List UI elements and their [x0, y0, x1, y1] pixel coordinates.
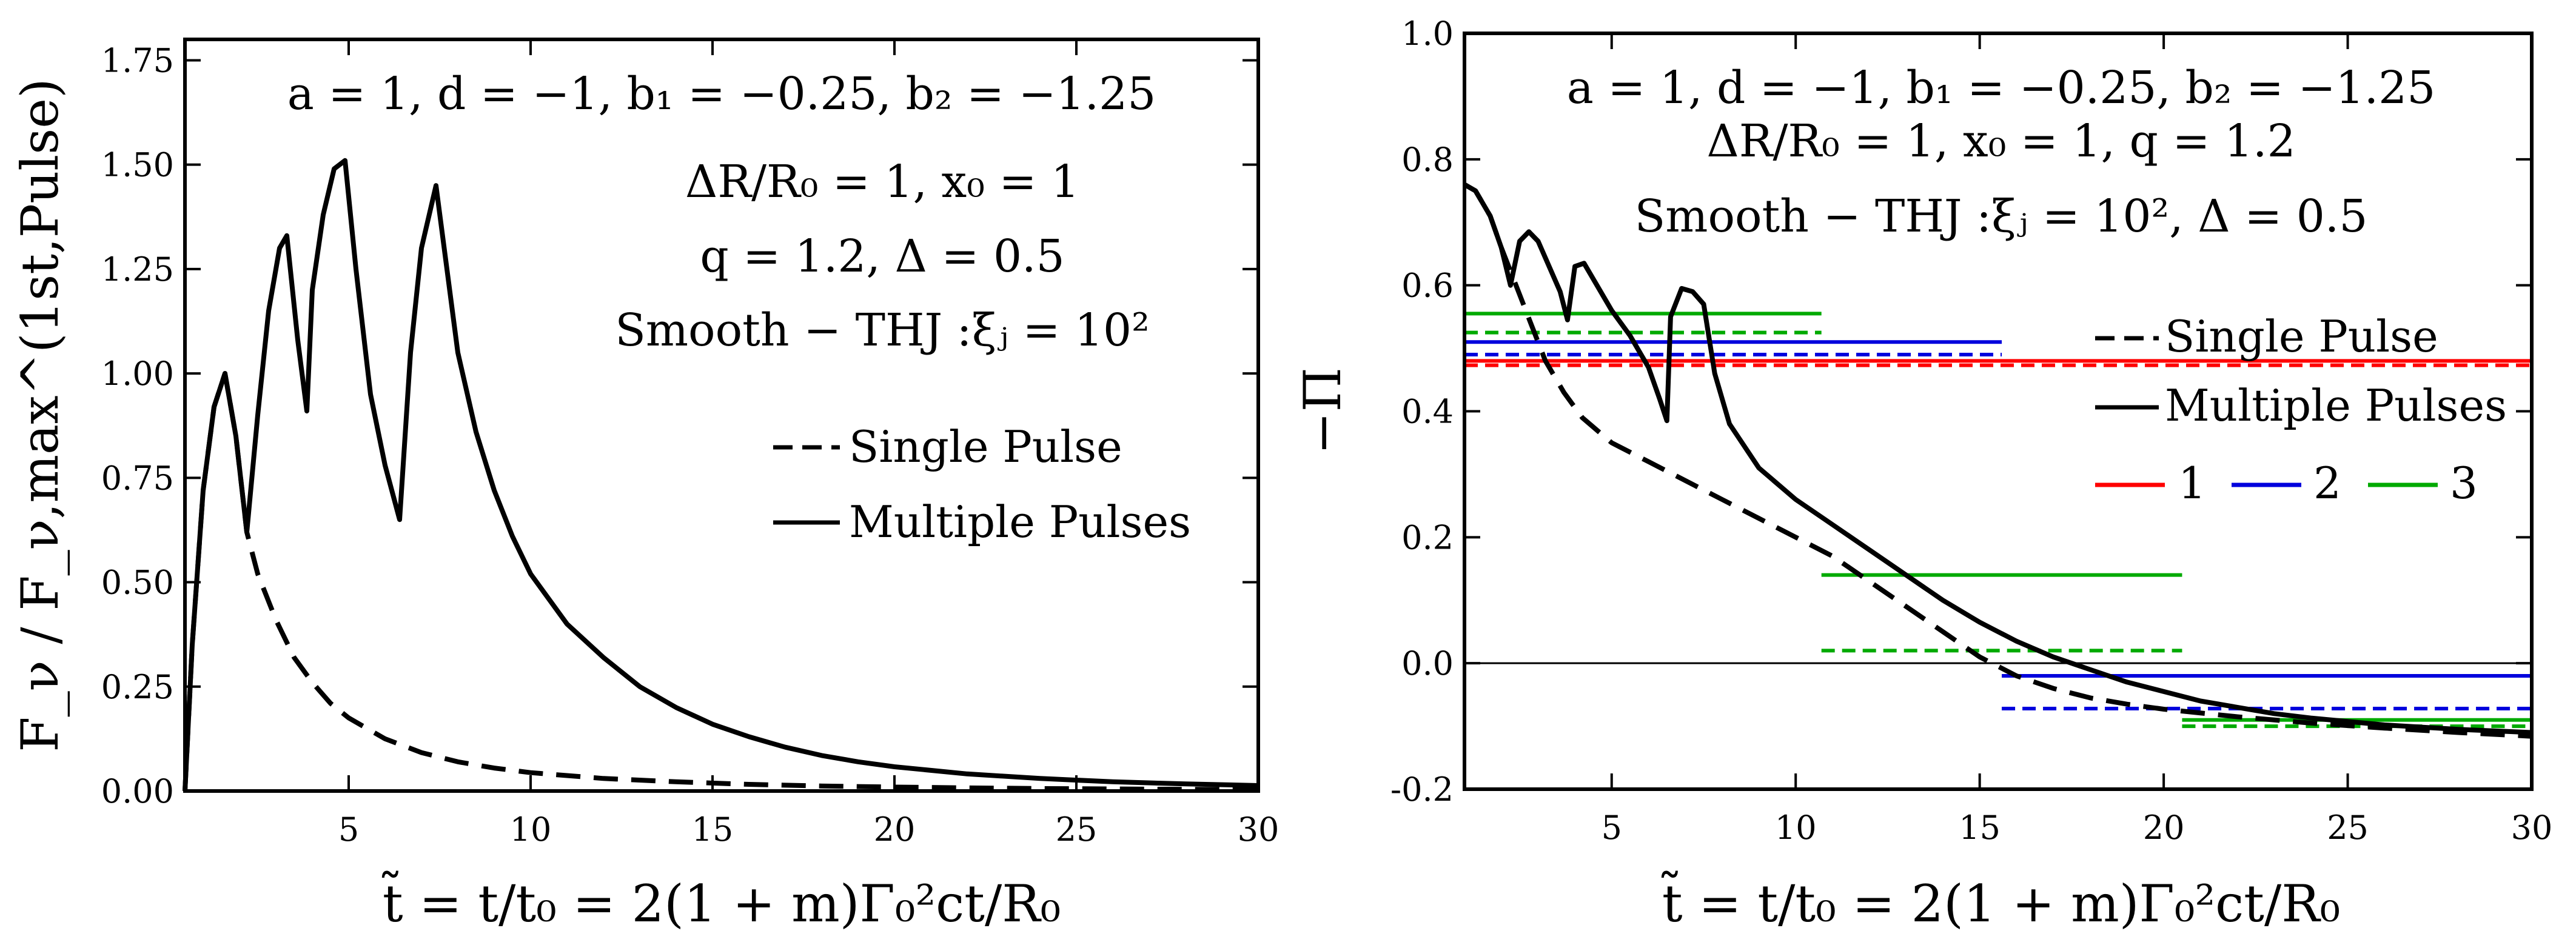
left-legend-multiple-pulses: Multiple Pulses	[849, 496, 1191, 547]
right-x-tick-label: 5	[1602, 809, 1622, 847]
right-x-tick-label: 25	[2327, 809, 2369, 847]
left-x-tick-label: 5	[338, 810, 359, 849]
right-annotation-jet: Smooth − THJ :ξⱼ = 10², Δ = 0.5	[1635, 190, 2368, 242]
left-plot-frame	[183, 38, 1260, 793]
right-plot-frame	[1463, 32, 2534, 791]
left-x-tick-label: 15	[692, 810, 734, 849]
right-y-tick-label: 0.4	[1401, 393, 1454, 431]
right-y-tick-label: 0.8	[1401, 141, 1454, 179]
left-x-tick-label: 25	[1056, 810, 1098, 849]
left-legend-single-pulse: Single Pulse	[849, 421, 1122, 472]
right-series-single-pulse-line	[1463, 182, 2532, 739]
right-y-tick-label: 0.6	[1401, 267, 1454, 305]
left-series-multiple-pulses-line	[183, 158, 1259, 792]
left-annotation-geometry: ΔR/R₀ = 1, x₀ = 1	[685, 156, 1079, 208]
right-x-tick-label: 20	[2143, 809, 2185, 847]
left-annotation-q-delta: q = 1.2, Δ = 0.5	[700, 230, 1064, 282]
left-y-tick-label: 0.75	[101, 459, 174, 497]
left-y-tick-label: 1.00	[101, 355, 174, 393]
left-y-tick-label: 0.00	[101, 772, 174, 810]
left-y-tick-label: 1.25	[101, 250, 174, 289]
right-annotation-geometry: ΔR/R₀ = 1, x₀ = 1, q = 1.2	[1706, 115, 2295, 167]
left-x-tick-label: 20	[874, 810, 916, 849]
right-y-tick-label: -0.2	[1390, 770, 1454, 809]
right-x-axis-label: t̃ = t/t₀ = 2(1 + m)Γ₀²ct/R₀	[1662, 870, 2341, 933]
right-legend: Single Pulse Multiple Pulses 1 2 3	[2095, 311, 2507, 509]
left-legend: Single Pulse Multiple Pulses	[773, 421, 1191, 547]
right-x-tick-label: 15	[1959, 809, 2001, 847]
left-x-tick-label: 30	[1238, 810, 1280, 849]
left-x-tick-label: 10	[510, 810, 552, 849]
left-y-tick-label: 1.75	[101, 41, 174, 79]
left-y-tick-label: 1.50	[101, 146, 174, 184]
right-x-tick-label: 30	[2511, 809, 2553, 847]
left-annotation-params: a = 1, d = −1, b₁ = −0.25, b₂ = −1.25	[287, 68, 1156, 120]
left-y-tick-label: 0.50	[101, 564, 174, 602]
left-x-axis-label: t̃ = t/t₀ = 2(1 + m)Γ₀²ct/R₀	[382, 870, 1061, 933]
right-legend-segment-2: 2	[2313, 458, 2341, 509]
right-y-tick-label: 0.2	[1401, 518, 1454, 556]
right-y-tick-label: 0.0	[1401, 644, 1454, 683]
right-legend-single-pulse: Single Pulse	[2165, 311, 2438, 362]
right-panel: 5 10 15 20 25 30 -0.2 0.0 0.2 0.4 0.6 0.8 1.0 a = 1,…	[1293, 15, 2552, 933]
left-annotation-jet: Smooth − THJ :ξⱼ = 10²	[615, 304, 1150, 356]
right-y-tick-label: 1.0	[1401, 15, 1454, 53]
left-y-axis-label: F_ν / F_ν,max^(1st,Pulse)	[10, 78, 70, 752]
left-panel: 5 10 15 20 25 30 0.00 0.25 0.50 0.75 1.00 1.25 1.50 1…	[10, 38, 1280, 933]
right-y-axis-label: −Π	[1293, 367, 1352, 455]
right-legend-multiple-pulses: Multiple Pulses	[2165, 380, 2507, 431]
right-series-multiple-pulses-line	[1463, 182, 2532, 735]
right-x-tick-label: 10	[1775, 809, 1817, 847]
right-legend-segment-3: 3	[2450, 458, 2478, 509]
left-y-tick-label: 0.25	[101, 668, 174, 706]
right-annotation-params: a = 1, d = −1, b₁ = −0.25, b₂ = −1.25	[1567, 62, 2436, 114]
right-legend-segment-1: 1	[2178, 458, 2206, 509]
